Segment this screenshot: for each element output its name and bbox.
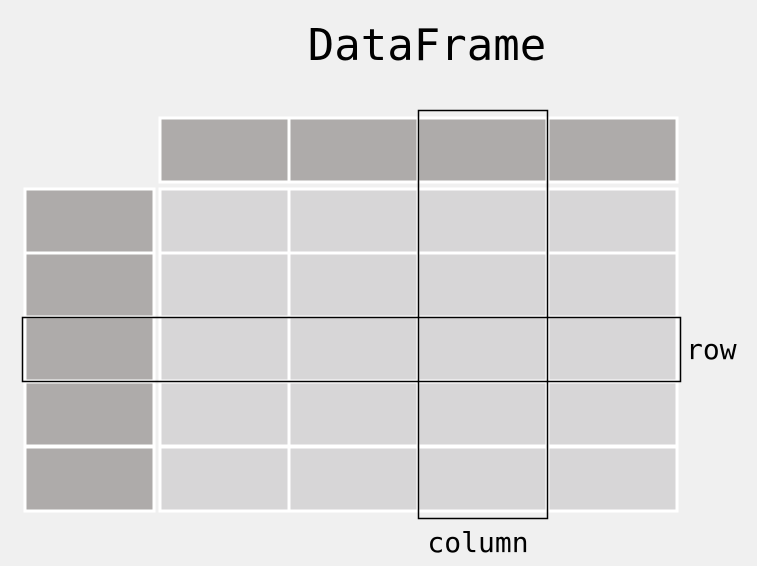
data-cell xyxy=(287,380,420,448)
column-header-cell xyxy=(287,116,420,184)
data-cell xyxy=(416,315,549,383)
index-cell xyxy=(23,380,156,448)
column-header-cell xyxy=(416,116,549,184)
data-cell xyxy=(416,445,549,513)
data-cell xyxy=(158,445,291,513)
data-cell xyxy=(287,445,420,513)
data-cell xyxy=(546,187,679,255)
index-column xyxy=(23,187,156,513)
column-header-row xyxy=(158,116,679,184)
data-cell xyxy=(158,315,291,383)
data-cell xyxy=(158,380,291,448)
data-cell xyxy=(416,187,549,255)
index-cell xyxy=(23,315,156,383)
data-cell xyxy=(416,251,549,319)
index-cell xyxy=(23,445,156,513)
row-highlight-outline xyxy=(21,316,682,383)
index-cell xyxy=(23,187,156,255)
data-cell xyxy=(287,251,420,319)
column-label: column xyxy=(427,526,528,559)
data-cell xyxy=(546,380,679,448)
data-cell xyxy=(158,187,291,255)
index-cell xyxy=(23,251,156,319)
column-header-cell xyxy=(546,116,679,184)
row-label: row xyxy=(686,333,737,366)
data-grid xyxy=(158,187,679,513)
data-cell xyxy=(546,251,679,319)
data-cell xyxy=(546,315,679,383)
data-cell xyxy=(158,251,291,319)
column-highlight-outline xyxy=(417,109,549,520)
data-cell xyxy=(287,187,420,255)
diagram-title: DataFrame xyxy=(308,20,546,71)
data-cell xyxy=(287,315,420,383)
data-cell xyxy=(416,380,549,448)
column-header-cell xyxy=(158,116,291,184)
data-cell xyxy=(546,445,679,513)
